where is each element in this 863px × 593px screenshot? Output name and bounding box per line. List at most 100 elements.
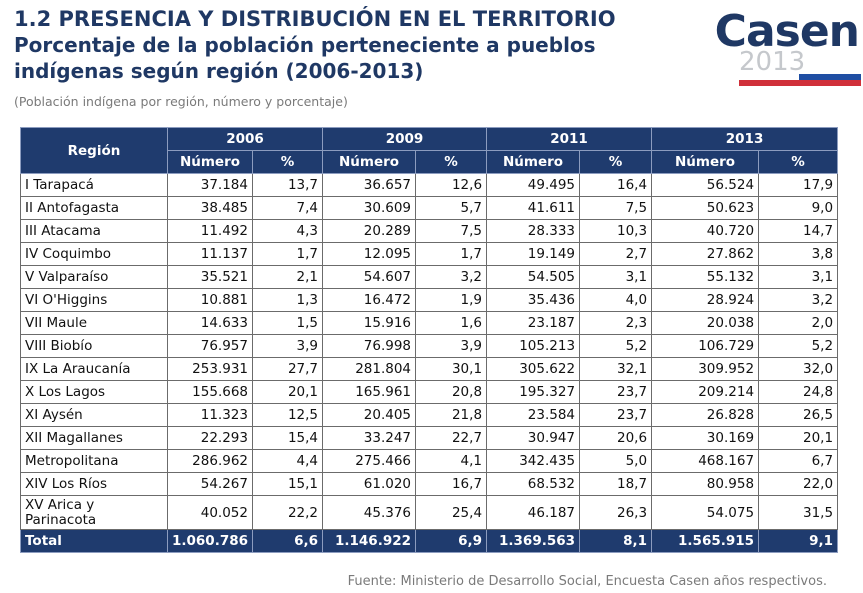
number-header: Número <box>167 150 253 174</box>
number-cell: 286.962 <box>167 449 253 473</box>
percent-cell: 4,0 <box>579 288 653 312</box>
table-row: XIV Los Ríos 54.267 15,1 61.020 16,7 68.532 18… <box>20 472 839 496</box>
percent-cell: 4,3 <box>251 219 324 243</box>
percent-cell: 1,7 <box>415 242 488 266</box>
percent-cell: 12,5 <box>251 403 324 427</box>
region-cell: X Los Lagos <box>20 380 168 404</box>
number-cell: 61.020 <box>322 472 417 496</box>
percent-cell: 7,5 <box>415 219 488 243</box>
percent-cell: 7,4 <box>251 196 324 220</box>
source-note: Fuente: Ministerio de Desarrollo Social,… <box>347 574 827 589</box>
percent-cell: 26,3 <box>579 495 653 530</box>
percent-cell: 14,7 <box>758 219 839 243</box>
number-cell: 22.293 <box>167 426 253 450</box>
region-cell: VII Maule <box>20 311 168 335</box>
table-row: VII Maule 14.633 1,5 15.916 1,6 23.187 2,3 20.0… <box>20 311 839 335</box>
number-cell: 19.149 <box>486 242 581 266</box>
total-cell: 1.565.915 <box>651 529 760 553</box>
table-row: III Atacama 11.492 4,3 20.289 7,5 28.333 10,3 4… <box>20 219 839 243</box>
number-cell: 281.804 <box>322 357 417 381</box>
table-row: V Valparaíso 35.521 2,1 54.607 3,2 54.505 3,1 5… <box>20 265 839 289</box>
percent-cell: 5,0 <box>579 449 653 473</box>
number-cell: 14.633 <box>167 311 253 335</box>
percent-cell: 32,1 <box>579 357 653 381</box>
table-subtitle: (Población indígena por región, número y… <box>14 94 348 109</box>
percent-header: % <box>579 150 653 174</box>
percent-cell: 4,4 <box>251 449 324 473</box>
casen-logo: Casen 2013 <box>715 8 861 88</box>
table-row: IV Coquimbo 11.137 1,7 12.095 1,7 19.149 2,7 27… <box>20 242 839 266</box>
percent-cell: 20,1 <box>251 380 324 404</box>
region-cell: I Tarapacá <box>20 173 168 197</box>
percent-cell: 23,7 <box>579 403 653 427</box>
number-cell: 56.524 <box>651 173 760 197</box>
logo-blue-bar <box>799 74 861 80</box>
percent-cell: 20,1 <box>758 426 839 450</box>
number-header: Número <box>651 150 760 174</box>
chart-title-line-1: Porcentaje de la población perteneciente… <box>14 33 596 57</box>
number-cell: 30.947 <box>486 426 581 450</box>
number-cell: 16.472 <box>322 288 417 312</box>
indigenous-population-table: Región 2006 2009 2011 2013 Número % Núme… <box>20 127 839 553</box>
percent-cell: 23,7 <box>579 380 653 404</box>
number-cell: 11.492 <box>167 219 253 243</box>
number-cell: 55.132 <box>651 265 760 289</box>
table-row: II Antofagasta 38.485 7,4 30.609 5,7 41.611 7,… <box>20 196 839 220</box>
number-cell: 54.075 <box>651 495 760 530</box>
number-cell: 54.505 <box>486 265 581 289</box>
number-cell: 41.611 <box>486 196 581 220</box>
percent-header: % <box>758 150 839 174</box>
number-cell: 20.405 <box>322 403 417 427</box>
total-cell: 9,1 <box>758 529 839 553</box>
percent-cell: 5,2 <box>758 334 839 358</box>
percent-cell: 6,7 <box>758 449 839 473</box>
number-cell: 36.657 <box>322 173 417 197</box>
region-cell: IX La Araucanía <box>20 357 168 381</box>
number-cell: 20.038 <box>651 311 760 335</box>
number-cell: 76.957 <box>167 334 253 358</box>
number-cell: 30.609 <box>322 196 417 220</box>
chart-title-line-2: indígenas según región (2006-2013) <box>14 59 424 83</box>
region-cell: XIV Los Ríos <box>20 472 168 496</box>
region-cell: XV Arica y Parinacota <box>20 495 168 530</box>
percent-cell: 7,5 <box>579 196 653 220</box>
percent-cell: 3,8 <box>758 242 839 266</box>
total-cell: 1.369.563 <box>486 529 581 553</box>
total-cell: 1.146.922 <box>322 529 417 553</box>
number-cell: 40.052 <box>167 495 253 530</box>
region-cell: II Antofagasta <box>20 196 168 220</box>
number-cell: 209.214 <box>651 380 760 404</box>
year-header-2009: 2009 <box>322 127 488 151</box>
table-row: I Tarapacá 37.184 13,7 36.657 12,6 49.495 16,4… <box>20 173 839 197</box>
number-cell: 68.532 <box>486 472 581 496</box>
region-cell: VIII Biobío <box>20 334 168 358</box>
number-cell: 20.289 <box>322 219 417 243</box>
number-cell: 33.247 <box>322 426 417 450</box>
table-row: XV Arica y Parinacota 40.052 22,2 45.376 25,… <box>20 495 839 530</box>
percent-cell: 3,2 <box>415 265 488 289</box>
number-cell: 49.495 <box>486 173 581 197</box>
number-cell: 26.828 <box>651 403 760 427</box>
percent-cell: 22,2 <box>251 495 324 530</box>
percent-cell: 22,7 <box>415 426 488 450</box>
number-cell: 23.187 <box>486 311 581 335</box>
total-cell: 6,6 <box>251 529 324 553</box>
number-cell: 80.958 <box>651 472 760 496</box>
percent-cell: 16,7 <box>415 472 488 496</box>
percent-cell: 1,6 <box>415 311 488 335</box>
region-cell: III Atacama <box>20 219 168 243</box>
number-cell: 253.931 <box>167 357 253 381</box>
number-cell: 30.169 <box>651 426 760 450</box>
table-row: VI O'Higgins 10.881 1,3 16.472 1,9 35.436 4,0 2… <box>20 288 839 312</box>
number-cell: 38.485 <box>167 196 253 220</box>
percent-header: % <box>251 150 324 174</box>
number-cell: 35.521 <box>167 265 253 289</box>
percent-cell: 22,0 <box>758 472 839 496</box>
number-header: Número <box>322 150 417 174</box>
table-row: X Los Lagos 155.668 20,1 165.961 20,8 195.327… <box>20 380 839 404</box>
region-cell: VI O'Higgins <box>20 288 168 312</box>
percent-cell: 24,8 <box>758 380 839 404</box>
logo-year: 2013 <box>739 47 806 77</box>
number-cell: 195.327 <box>486 380 581 404</box>
region-cell: XII Magallanes <box>20 426 168 450</box>
